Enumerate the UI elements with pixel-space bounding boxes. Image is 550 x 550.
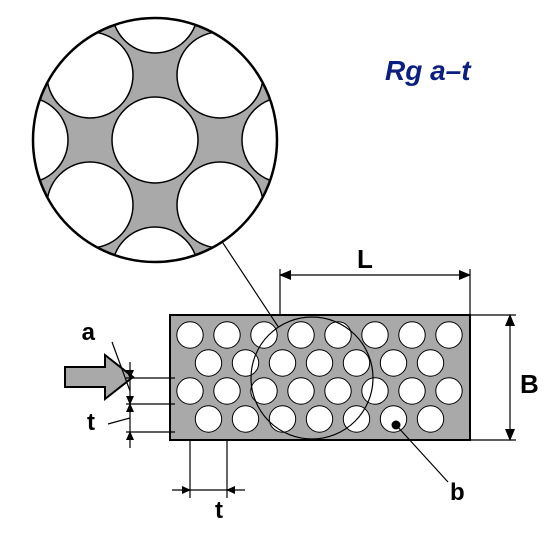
hole (399, 378, 425, 404)
hole (417, 350, 443, 376)
hole (177, 378, 203, 404)
dim-t-bottom-label: t (215, 497, 223, 524)
perforated-sheet (170, 315, 470, 440)
hole (232, 350, 258, 376)
hole (232, 406, 258, 432)
hole (214, 322, 240, 348)
dim-b-label: b (450, 479, 465, 506)
magnifier-view (0, 0, 328, 313)
dim-B-label: B (520, 369, 539, 399)
hole (269, 406, 295, 432)
hole (362, 378, 388, 404)
hole (195, 406, 221, 432)
hole (288, 322, 314, 348)
hole (325, 322, 351, 348)
diagram-svg: Rg a–t L Ba t t b (0, 0, 550, 550)
hole (436, 378, 462, 404)
hole (325, 378, 351, 404)
hole (343, 350, 369, 376)
hole (436, 322, 462, 348)
dim-t-side-label: t (87, 409, 95, 436)
hole (417, 406, 443, 432)
hole (399, 322, 425, 348)
title-text: Rg a–t (385, 55, 472, 86)
diagram-container: Rg a–t L Ba t t b (0, 0, 550, 550)
dim-L-label: L (357, 244, 373, 274)
hole (214, 378, 240, 404)
hole (306, 406, 332, 432)
dim-a-label: a (82, 319, 96, 346)
hole (380, 350, 406, 376)
hole (362, 322, 388, 348)
hole (177, 322, 203, 348)
direction-arrow-icon (65, 355, 133, 399)
hole (251, 322, 277, 348)
hole (269, 350, 295, 376)
hole (195, 350, 221, 376)
hole (288, 378, 314, 404)
hole (306, 350, 332, 376)
